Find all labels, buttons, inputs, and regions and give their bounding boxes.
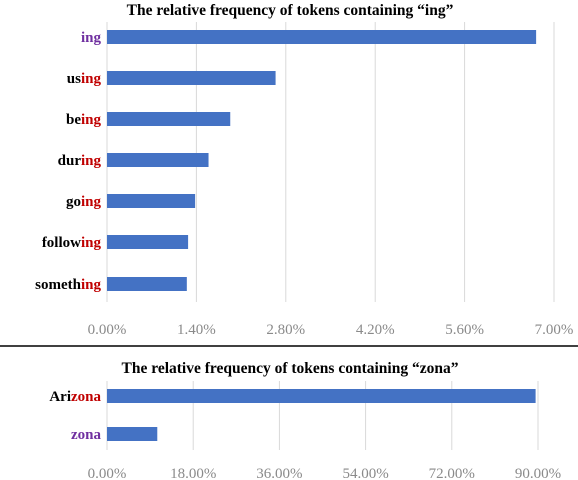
x-tick-label: 72.00% [429, 466, 475, 480]
category-label-using: using [67, 71, 102, 87]
x-tick-label: 7.00% [535, 322, 574, 338]
category-label-Arizona: Arizona [49, 389, 101, 405]
bar-during [107, 153, 209, 167]
x-tick-label: 54.00% [342, 466, 388, 480]
bar-series [107, 389, 536, 441]
category-labels: Arizona zona [49, 389, 101, 443]
x-tick-label: 18.00% [170, 466, 216, 480]
x-tick-label: 0.00% [88, 322, 127, 338]
bar-using [107, 71, 276, 85]
x-tick-label: 90.00% [515, 466, 561, 480]
category-labels: ing using being during going following somethi… [35, 30, 101, 293]
x-tick-label: 1.40% [177, 322, 216, 338]
bar-being [107, 112, 231, 126]
chart-title: The relative frequency of tokens contain… [127, 2, 454, 19]
x-tick-label: 36.00% [256, 466, 302, 480]
category-label-during: during [58, 153, 102, 169]
category-label-zona: zona [71, 427, 102, 443]
category-label-following: following [42, 235, 102, 251]
x-tick-label: 0.00% [88, 466, 127, 480]
x-tick-label: 2.80% [266, 322, 305, 338]
x-tick-label: 5.60% [445, 322, 484, 338]
bar-going [107, 194, 196, 208]
bar-ing [107, 30, 537, 44]
bar-Arizona [107, 389, 536, 403]
bar-following [107, 235, 189, 249]
category-label-going: going [66, 194, 102, 210]
bar-series [107, 30, 537, 291]
x-axis-ticks: 0.00% 1.40% 2.80% 4.20% 5.60% 7.00% [88, 322, 574, 338]
zona-frequency-chart: The relative frequency of tokens contain… [49, 360, 561, 480]
bar-something [107, 277, 187, 291]
chart-title: The relative frequency of tokens contain… [122, 360, 459, 377]
ing-frequency-chart: The relative frequency of tokens contain… [35, 2, 573, 338]
category-label-something: something [35, 277, 101, 293]
x-tick-label: 4.20% [356, 322, 395, 338]
category-label-being: being [66, 112, 102, 128]
x-axis-ticks: 0.00% 18.00% 36.00% 54.00% 72.00% 90.00% [88, 466, 562, 480]
bar-zona [107, 427, 158, 441]
category-label-ing: ing [81, 30, 102, 46]
